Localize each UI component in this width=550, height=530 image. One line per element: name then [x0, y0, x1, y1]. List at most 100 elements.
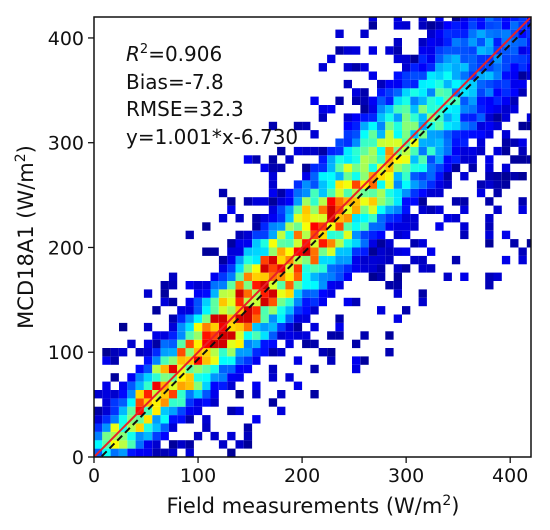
density-cell: [210, 390, 219, 399]
density-cell: [335, 29, 344, 38]
density-cell: [485, 79, 494, 89]
density-cell: [277, 188, 286, 198]
density-cell: [235, 264, 244, 273]
density-cell: [302, 214, 311, 223]
density-cell: [160, 297, 169, 307]
density-cell: [252, 306, 261, 315]
density-cell: [335, 214, 344, 223]
density-cell: [327, 281, 336, 290]
density-cell: [468, 113, 477, 122]
density-cell: [343, 272, 352, 281]
density-cell: [277, 331, 286, 340]
density-cell: [501, 17, 511, 22]
density-cell: [418, 172, 427, 181]
density-cell: [343, 239, 352, 248]
density-cell: [227, 289, 236, 298]
density-cell: [193, 431, 203, 441]
density-cell: [310, 364, 319, 374]
density-cell: [352, 255, 361, 265]
density-cell: [385, 88, 394, 97]
density-cell: [135, 390, 144, 399]
density-cell: [277, 322, 286, 332]
density-cell: [418, 54, 427, 64]
density-cell: [385, 222, 394, 231]
density-cell: [202, 289, 211, 298]
density-cell: [343, 214, 352, 223]
density-cell: [252, 322, 261, 332]
density-cell: [377, 79, 386, 89]
density-cell: [268, 264, 278, 273]
density-cell: [235, 281, 244, 290]
density-cell: [285, 239, 294, 248]
y-axis-label: MCD18A1 (W/m2): [13, 145, 38, 329]
density-cell: [352, 247, 361, 256]
density-cell: [160, 289, 169, 298]
density-cell: [293, 146, 303, 156]
density-cell: [460, 96, 469, 105]
density-cell: [393, 289, 402, 298]
density-cell: [385, 163, 394, 173]
density-cell: [127, 423, 136, 432]
density-cell: [310, 255, 319, 265]
density-cell: [385, 46, 394, 55]
density-cell: [327, 188, 336, 198]
density-cell: [260, 272, 269, 281]
density-cell: [393, 205, 402, 214]
density-cell: [302, 255, 311, 265]
density-cell: [460, 222, 469, 231]
density-cell: [185, 448, 194, 457]
density-cell: [368, 188, 377, 198]
density-cell: [451, 29, 461, 38]
density-cell: [318, 264, 327, 273]
density-cell: [510, 21, 519, 30]
density-cell: [476, 46, 486, 55]
density-cell: [460, 113, 469, 122]
density-cell: [518, 79, 527, 89]
density-cell: [302, 314, 311, 323]
density-cell: [318, 163, 327, 173]
density-cell: [318, 146, 327, 156]
density-cell: [526, 71, 531, 80]
density-cell: [435, 121, 444, 131]
density-cell: [385, 105, 394, 114]
density-cell: [185, 306, 194, 315]
density-cell: [368, 71, 377, 80]
density-cell: [185, 390, 194, 399]
density-cell: [202, 373, 211, 382]
density-cell: [310, 180, 319, 189]
density-cell: [460, 17, 469, 22]
density-cell: [393, 130, 402, 139]
density-cell: [277, 297, 286, 307]
density-cell: [327, 239, 336, 248]
density-cell: [252, 247, 261, 256]
density-cell: [343, 264, 352, 273]
density-cell: [252, 297, 261, 307]
density-cell: [227, 255, 236, 265]
density-cell: [443, 88, 452, 97]
density-cell: [243, 322, 253, 332]
density-cell: [451, 71, 461, 80]
density-cell: [518, 172, 527, 181]
density-cell: [443, 146, 452, 156]
density-cell: [468, 38, 477, 47]
density-cell: [385, 188, 394, 198]
density-cell: [318, 113, 327, 122]
regression-line: [99, 22, 531, 457]
density-cell: [377, 172, 386, 181]
density-cell: [335, 138, 344, 147]
density-cell: [418, 163, 427, 173]
density-cell: [385, 281, 394, 290]
density-cell: [202, 356, 211, 365]
density-cell: [110, 415, 119, 424]
density-cell: [260, 230, 269, 240]
density-cell: [352, 96, 361, 105]
density-cell: [476, 29, 486, 38]
density-cell: [427, 121, 436, 131]
density-cell: [352, 88, 361, 97]
y-tick-label: 400: [48, 28, 84, 50]
density-cell: [110, 406, 119, 416]
density-cell: [177, 390, 186, 399]
density-cell: [235, 364, 244, 374]
density-cell: [318, 155, 327, 164]
density-cell: [468, 17, 477, 22]
